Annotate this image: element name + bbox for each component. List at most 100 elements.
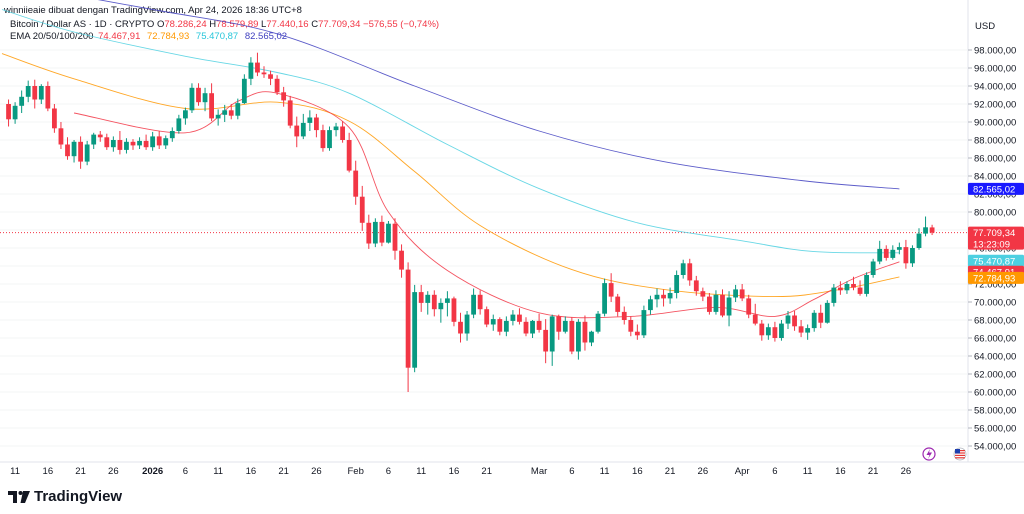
candle-up [562,316,568,334]
candle-up [137,137,142,149]
candle-up [844,281,850,294]
x-tick-label: Feb [348,466,364,477]
candle-body [45,86,51,109]
candle-body [464,314,470,334]
price-axis[interactable]: 54.000,00 56.000,00 58.000,00 60.000,00 62.0… [0,46,1016,453]
candle-body [110,140,116,148]
candle-down [196,83,201,106]
candle-down [621,306,627,325]
candle-body [399,250,404,270]
candle-up [300,113,306,140]
candle-body [746,298,752,315]
candle-up [589,330,594,347]
x-tick-label: 26 [901,466,912,477]
candle-body [12,105,18,120]
y-tick-label: 94.000,00 [974,82,1016,93]
x-tick-label: 6 [569,466,574,477]
tradingview-brand[interactable]: TradingView [8,488,122,505]
ema200-tag-bg [968,182,1024,195]
candle-body [451,298,457,322]
candle-body [32,86,38,100]
candle-body [733,289,738,298]
lightning-icon[interactable] [922,447,936,461]
candle-up [713,290,719,315]
ema50-tag[interactable]: 72.784,93 [968,271,1024,285]
candle-down [739,284,745,302]
candle-down [274,75,280,95]
ema50-tag-bg [968,271,1024,284]
candle-body [497,319,503,332]
x-tick-label: 11 [416,466,426,477]
candle-up [890,245,896,260]
candle-up [896,242,902,255]
price-tags: 82.565,0277.709,3413:23:0975.470,8774.46… [968,182,1024,285]
ema-legend[interactable]: EMA 20/50/100/200 74.467,91 72.784,93 75… [10,31,289,42]
candle-down [752,303,758,326]
candle-up [765,323,771,340]
ema100-tag[interactable]: 75.470,87 [968,254,1024,268]
candle-up [648,295,653,315]
us-flag-icon[interactable] [953,447,967,461]
candle-body [896,247,902,250]
tradingview-logo-icon [8,491,30,504]
x-tick-label: Mar [531,466,547,477]
candle-up [877,240,883,265]
close-value: 77.709,34 [318,19,361,30]
candle-down [52,104,57,133]
countdown-text: 13:23:09 [973,240,1010,251]
candle-down [320,124,326,152]
candle-body [503,320,509,332]
candle-down [582,315,588,351]
currency-label[interactable]: USD [975,21,995,32]
candle-down [517,308,522,325]
candle-body [530,320,535,334]
candle-body [38,86,44,100]
candle-down [661,289,666,307]
candle-down [693,275,699,296]
candle-down [536,313,542,333]
ema200-tag[interactable]: 82.565,02 [968,182,1024,196]
candle-down [314,113,319,138]
candle-body [510,314,516,321]
last-price-tag-bg [968,226,1024,250]
open-value: 78.286,24 [164,19,207,30]
candle-body [359,196,365,223]
candle-body [281,92,287,101]
candle-down [130,139,136,150]
candle-body [680,263,686,275]
candle-body [294,125,300,137]
candle-down [484,306,490,328]
candle-body [386,223,391,243]
candle-down [838,281,843,295]
candle-up [445,291,450,317]
candle-body [176,118,182,131]
time-axis[interactable]: 11 16 21 26 2026 6 11 16 21 26 Feb 6 11 16 21 Mar 6 11 16 2… [10,466,911,477]
candle-down [399,244,404,278]
candle-down [720,289,725,318]
candle-up [870,258,876,278]
candle-body [687,263,693,281]
y-tick-label: 54.000,00 [974,442,1016,453]
candle-body [91,134,97,145]
candle-up [831,284,837,307]
candle-down [700,287,706,302]
candle-body [903,247,909,264]
x-tick-label: 6 [772,466,777,477]
x-tick-label: 11 [10,466,20,477]
candle-down [228,104,234,120]
candle-down [523,317,529,337]
candle-body [346,140,352,171]
y-tick-label: 62.000,00 [974,370,1016,381]
y-tick-label: 68.000,00 [974,316,1016,327]
candle-body [667,293,673,299]
candle-body [707,296,712,312]
y-tick-label: 58.000,00 [974,406,1016,417]
candle-up [680,259,686,279]
candle-body [661,294,666,299]
candle-body [589,331,594,343]
candle-body [634,331,640,336]
candle-body [274,78,280,93]
candle-up [733,284,738,302]
